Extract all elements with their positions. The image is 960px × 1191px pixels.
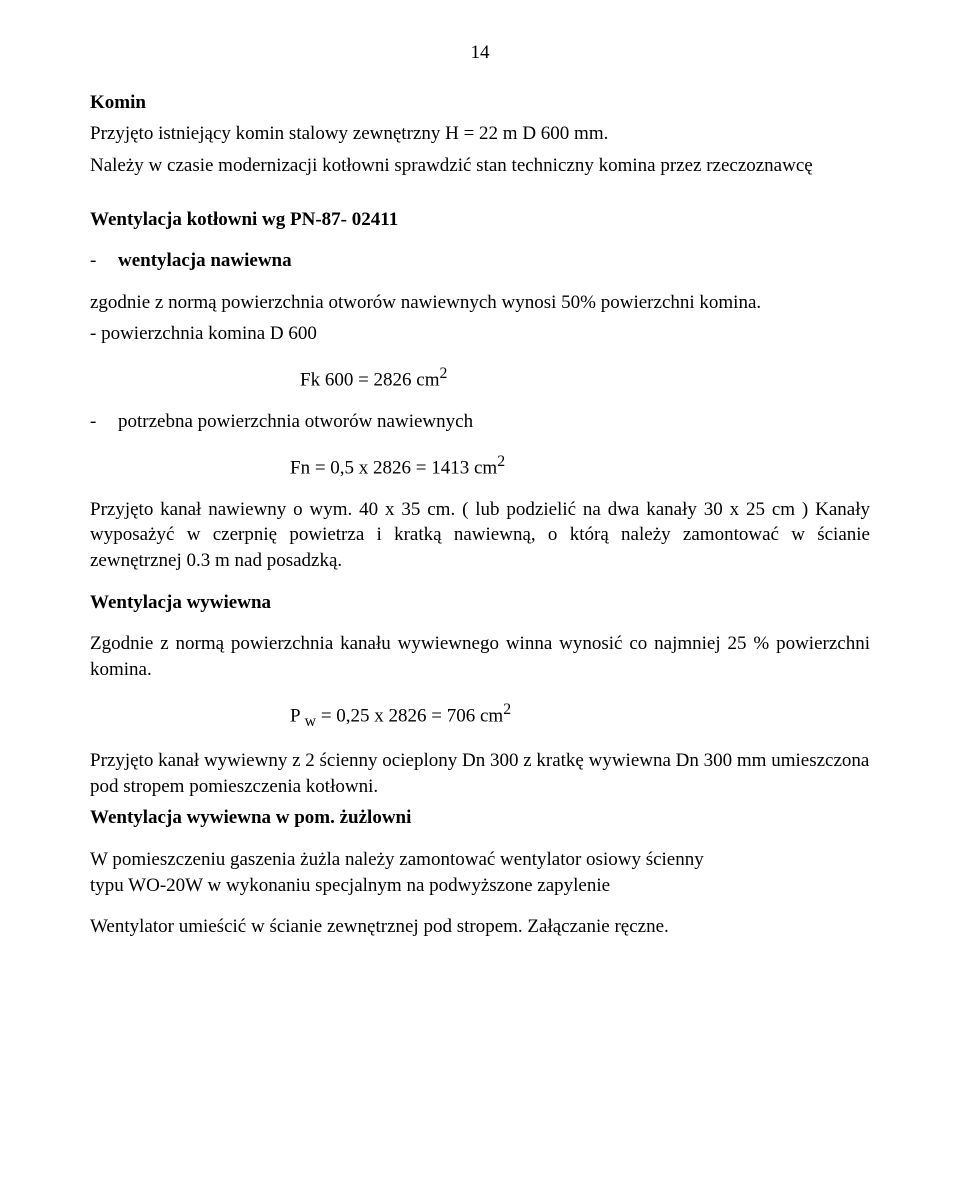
dash-icon: - (90, 409, 118, 435)
pw-exp: 2 (503, 701, 511, 718)
heading-wywiewna: Wentylacja wywiewna (90, 590, 870, 616)
page-number: 14 (90, 40, 870, 66)
kanal-nawiewny-line: Przyjęto kanał nawiewny o wym. 40 x 35 c… (90, 497, 870, 574)
potrzebna-bullet: - potrzebna powierzchnia otworów nawiewn… (90, 409, 870, 435)
heading-komin: Komin (90, 90, 870, 116)
komin-line1: Przyjęto istniejący komin stalowy zewnęt… (90, 121, 870, 147)
fk-formula-text: Fk 600 = 2826 cm (300, 369, 440, 390)
nawiewna-label: wentylacja nawiewna (118, 248, 870, 274)
heading-wywiewna-pom: Wentylacja wywiewna w pom. żużlowni (90, 805, 870, 831)
dash-icon: - (90, 248, 118, 274)
wywiewna-desc: Zgodnie z normą powierzchnia kanału wywi… (90, 631, 870, 682)
fk-formula: Fk 600 = 2826 cm2 (300, 363, 870, 393)
fk-exp: 2 (440, 365, 448, 382)
fn-exp: 2 (497, 453, 505, 470)
fn-formula-text: Fn = 0,5 x 2826 = 1413 cm (290, 457, 497, 478)
pw-rest: = 0,25 x 2826 = 706 cm (316, 705, 503, 726)
pom-line2: typu WO-20W w wykonaniu specjalnym na po… (90, 873, 870, 899)
fn-formula: Fn = 0,5 x 2826 = 1413 cm2 (290, 451, 870, 481)
potrzebna-label: potrzebna powierzchnia otworów nawiewnyc… (118, 409, 870, 435)
heading-wentylacja-kotlowni: Wentylacja kotłowni wg PN-87- 02411 (90, 207, 870, 233)
pom-line3: Wentylator umieścić w ścianie zewnętrzne… (90, 914, 870, 940)
wywiewna-kanal1: Przyjęto kanał wywiewny z 2 ścienny ocie… (90, 748, 870, 799)
nawiewna-bullet: - wentylacja nawiewna (90, 248, 870, 274)
komin-line2: Należy w czasie modernizacji kotłowni sp… (90, 153, 870, 179)
pw-prefix: P (290, 705, 305, 726)
pom-line1: W pomieszczeniu gaszenia żużla należy za… (90, 847, 870, 873)
pw-formula: P w = 0,25 x 2826 = 706 cm2 (290, 699, 870, 732)
nawiewna-desc1: zgodnie z normą powierzchnia otworów naw… (90, 290, 870, 316)
document-page: 14 Komin Przyjęto istniejący komin stalo… (0, 0, 960, 1191)
nawiewna-desc2: - powierzchnia komina D 600 (90, 321, 870, 347)
pw-sub: w (305, 713, 316, 730)
